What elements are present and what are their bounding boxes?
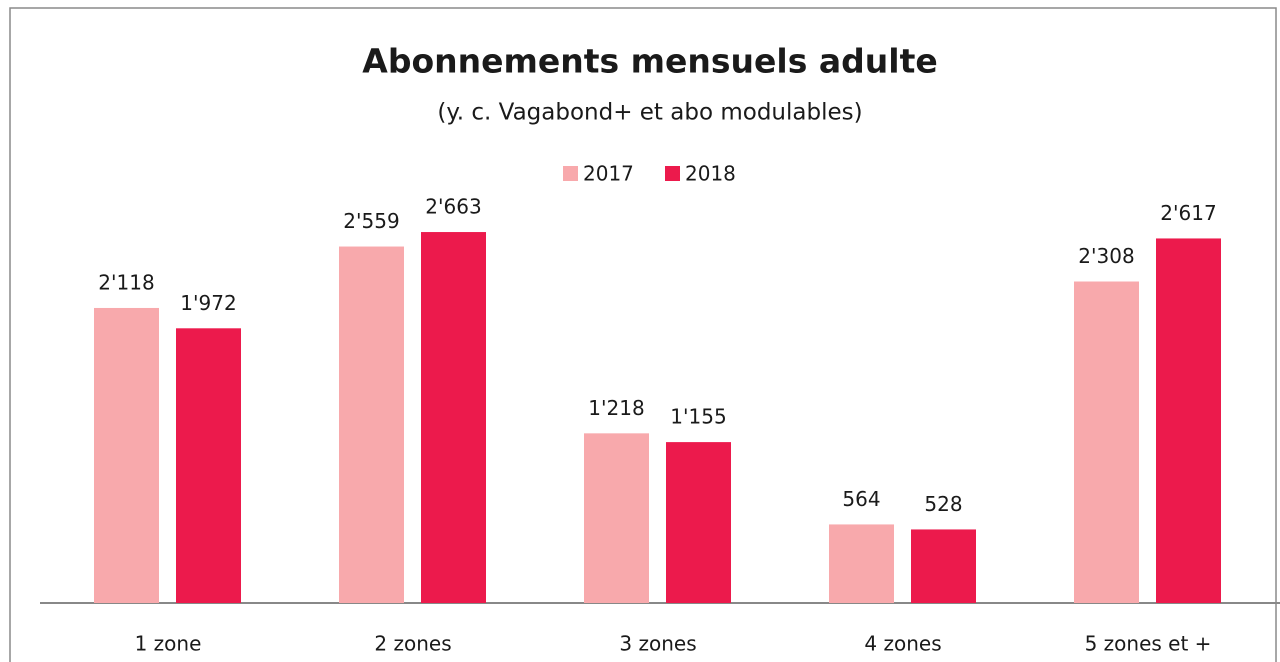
value-label: 2'308 [1078, 244, 1134, 268]
legend-label: 2018 [685, 162, 736, 186]
value-label: 2'559 [343, 209, 399, 233]
bar [584, 433, 649, 603]
bar [911, 529, 976, 603]
value-label: 1'155 [670, 405, 726, 429]
bar [176, 328, 241, 603]
legend-label: 2017 [583, 162, 634, 186]
legend-swatch [665, 166, 680, 181]
x-tick-label: 2 zones [374, 632, 451, 656]
value-label: 528 [924, 492, 962, 516]
x-tick-label: 5 zones et + [1085, 632, 1212, 656]
x-tick-label: 1 zone [135, 632, 202, 656]
bar [1156, 238, 1221, 603]
value-label: 564 [842, 487, 880, 511]
value-label: 2'663 [425, 195, 481, 219]
x-tick-label: 3 zones [619, 632, 696, 656]
chart-subtitle: (y. c. Vagabond+ et abo modulables) [437, 100, 862, 126]
bar [1074, 281, 1139, 603]
value-label: 1'972 [180, 291, 236, 315]
chart-title: Abonnements mensuels adulte [362, 42, 937, 81]
x-tick-label: 4 zones [864, 632, 941, 656]
value-label: 2'617 [1160, 201, 1216, 225]
bar [829, 524, 894, 603]
bar [666, 442, 731, 603]
bar [94, 307, 159, 603]
value-label: 2'118 [98, 270, 154, 294]
bar [421, 232, 486, 603]
legend-swatch [563, 166, 578, 181]
bar [339, 246, 404, 603]
value-label: 1'218 [588, 396, 644, 420]
frame [9, 7, 1277, 662]
